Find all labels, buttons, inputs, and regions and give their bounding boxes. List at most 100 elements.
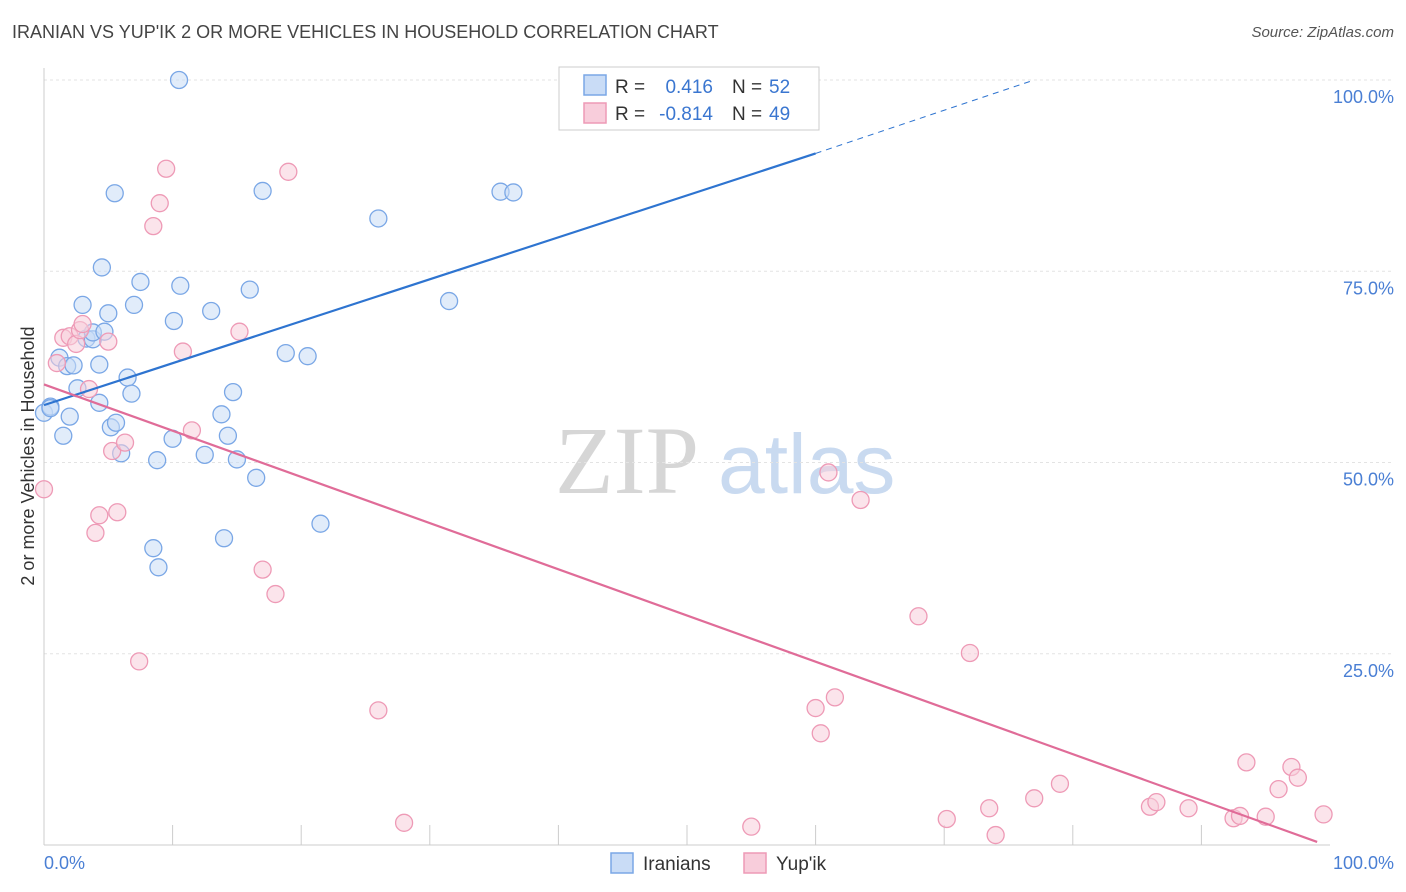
yupik-point xyxy=(1288,768,1307,787)
legend-swatch-yupik xyxy=(743,852,767,874)
iranians-point xyxy=(212,405,231,424)
series-layer xyxy=(34,67,1333,845)
yupik-point xyxy=(1147,793,1166,812)
stats-r-label-iranians: R = xyxy=(615,77,645,98)
iranians-point xyxy=(73,295,92,315)
stats-n-value-yupik: 49 xyxy=(769,104,790,125)
iranians-point xyxy=(439,291,459,311)
iranians-trend-line xyxy=(43,152,816,407)
iranians-point xyxy=(105,184,124,203)
yupik-point xyxy=(34,480,54,499)
iranians-point xyxy=(164,311,184,331)
stats-swatch-iranians xyxy=(583,74,607,96)
yupik-point xyxy=(108,503,127,522)
legend-swatch-iranians xyxy=(610,852,634,874)
series-1 xyxy=(34,159,1333,845)
iranians-point xyxy=(90,355,109,374)
stats-n-label-yupik: N = xyxy=(732,104,762,125)
stats-n-label-iranians: N = xyxy=(732,77,762,98)
iranians-point xyxy=(131,272,150,292)
iranians-point xyxy=(99,304,118,323)
iranians-point xyxy=(240,280,259,299)
yupik-point xyxy=(266,584,285,604)
iranians-point xyxy=(298,347,317,366)
y-tick-label: 100.0% xyxy=(1333,87,1394,107)
yupik-point xyxy=(130,652,149,671)
yupik-point xyxy=(806,698,825,718)
iranians-point xyxy=(149,558,168,577)
iranians-point xyxy=(92,258,112,277)
iranians-point xyxy=(247,468,266,487)
yupik-point xyxy=(394,813,414,832)
iranians-point xyxy=(202,301,221,321)
yupik-point xyxy=(79,379,99,399)
iranians-point xyxy=(171,276,190,295)
iranians-point xyxy=(218,426,238,445)
legend-label-iranians: Iranians xyxy=(643,854,711,875)
yupik-point xyxy=(369,701,388,720)
iranians-point xyxy=(122,384,141,403)
iranians-point xyxy=(276,343,295,363)
iranians-point xyxy=(223,382,243,402)
y-axis-label: 2 or more Vehicles in Household xyxy=(18,326,38,585)
stats-swatch-yupik xyxy=(583,102,607,124)
iranians-point xyxy=(148,451,167,470)
yupik-point xyxy=(99,332,118,351)
yupik-point xyxy=(144,216,163,236)
chart-source: Source: ZipAtlas.com xyxy=(1251,24,1394,41)
chart-title: IRANIAN VS YUP'IK 2 OR MORE VEHICLES IN … xyxy=(12,22,719,42)
yupik-point xyxy=(103,441,122,461)
yupik-point xyxy=(1025,789,1044,808)
iranians-point xyxy=(106,413,126,432)
yupik-point xyxy=(986,825,1005,845)
iranians-trend-extension xyxy=(815,79,1035,154)
stats-r-value-yupik: -0.814 xyxy=(659,104,713,125)
iranians-point xyxy=(54,426,73,445)
iranians-point xyxy=(214,529,234,548)
watermark-zip: ZIP xyxy=(555,407,699,514)
iranians-point xyxy=(504,183,523,202)
yupik-point xyxy=(86,523,105,543)
yupik-point xyxy=(1179,799,1198,818)
y-tick-label: 75.0% xyxy=(1343,278,1394,298)
yupik-point xyxy=(937,809,956,829)
yupik-point xyxy=(851,490,870,510)
y-tick-label: 50.0% xyxy=(1343,470,1394,490)
yupik-point xyxy=(182,421,202,440)
iranians-point xyxy=(60,407,79,426)
stats-legend: R = 0.416 N = 52 R = -0.814 N = 49 xyxy=(558,66,820,131)
yupik-point xyxy=(157,159,176,178)
yupik-point xyxy=(73,314,92,334)
yupik-point xyxy=(980,799,999,818)
x-tick-label-left: 0.0% xyxy=(44,853,85,873)
yupik-point xyxy=(825,688,845,707)
yupik-point xyxy=(960,643,980,663)
x-axis-ticks xyxy=(172,825,1202,845)
iranians-point xyxy=(144,539,163,558)
yupik-trend-line xyxy=(43,383,1318,843)
iranians-point xyxy=(253,181,272,201)
yupik-point xyxy=(1314,805,1333,824)
stats-n-value-iranians: 52 xyxy=(769,77,790,98)
series-0 xyxy=(34,67,752,577)
gridlines xyxy=(44,79,1394,655)
yupik-point xyxy=(1269,780,1288,799)
y-tick-labels: 100.0% 75.0% 50.0% 25.0% xyxy=(1333,87,1394,681)
yupik-point xyxy=(47,353,67,373)
iranians-point xyxy=(124,295,144,315)
yupik-point xyxy=(230,322,249,341)
legend-label-yupik: Yup'ik xyxy=(776,854,827,875)
iranians-point xyxy=(195,445,214,465)
yupik-point xyxy=(819,463,838,482)
iranians-point xyxy=(311,514,330,533)
yupik-point xyxy=(742,817,761,836)
iranians-point xyxy=(90,393,109,412)
series-legend: Iranians Yup'ik xyxy=(610,852,827,875)
iranians-point xyxy=(169,70,189,90)
yupik-point xyxy=(1050,774,1070,793)
yupik-point xyxy=(909,607,928,626)
yupik-point xyxy=(253,560,272,579)
watermark: ZIP atlas xyxy=(555,407,895,514)
stats-r-label-yupik: R = xyxy=(615,104,645,125)
